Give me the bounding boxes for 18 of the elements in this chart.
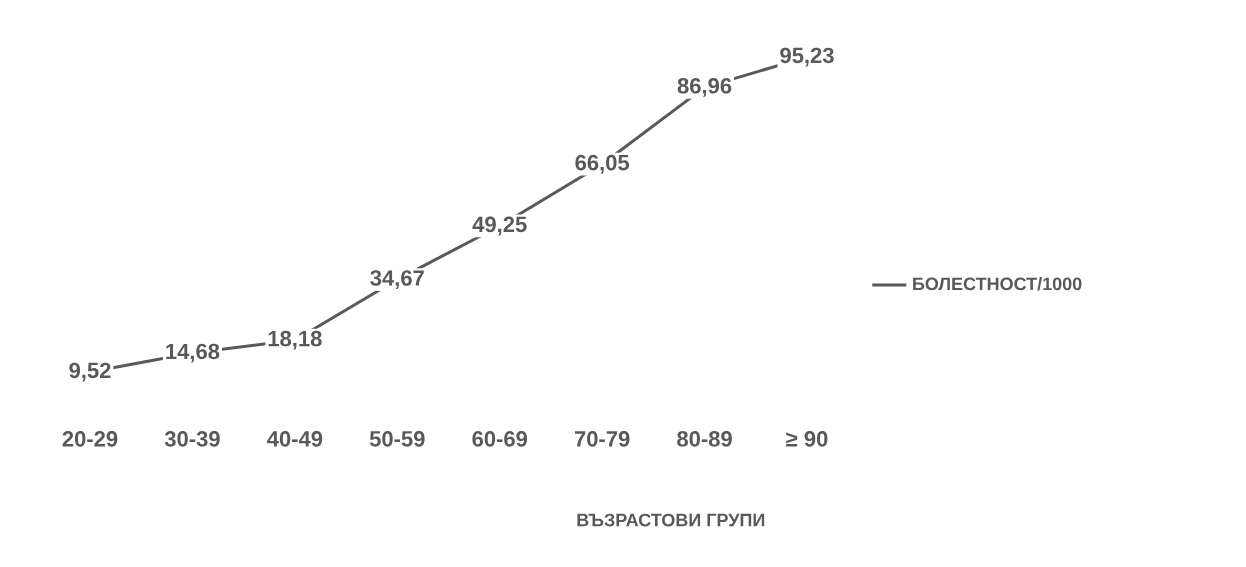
data-label: 34,67 bbox=[370, 270, 424, 289]
x-tick-label: 80-89 bbox=[677, 431, 732, 447]
x-tick-label: 40-49 bbox=[267, 431, 323, 447]
x-axis-title: ВЪЗРАСТОВИ ГРУПИ bbox=[577, 513, 765, 527]
legend-label: БОЛЕСТНОСТ/1000 bbox=[913, 277, 1082, 291]
data-label: 95,23 bbox=[780, 47, 834, 67]
x-tick-label: 50-59 bbox=[369, 431, 425, 447]
x-tick-label: 20-29 bbox=[62, 431, 118, 447]
data-label: 66,05 bbox=[575, 154, 630, 174]
data-label: 14,68 bbox=[166, 343, 220, 363]
x-tick-label: 30-39 bbox=[164, 431, 220, 447]
data-label: 86,96 bbox=[677, 78, 732, 97]
data-label: 49,25 bbox=[472, 216, 527, 236]
data-label: 18,18 bbox=[268, 330, 322, 350]
data-label: 9,52 bbox=[69, 362, 111, 382]
x-tick-label: 60-69 bbox=[472, 431, 528, 447]
x-tick-label: 70-79 bbox=[574, 431, 630, 447]
x-tick-label: ≥ 90 bbox=[786, 431, 828, 447]
